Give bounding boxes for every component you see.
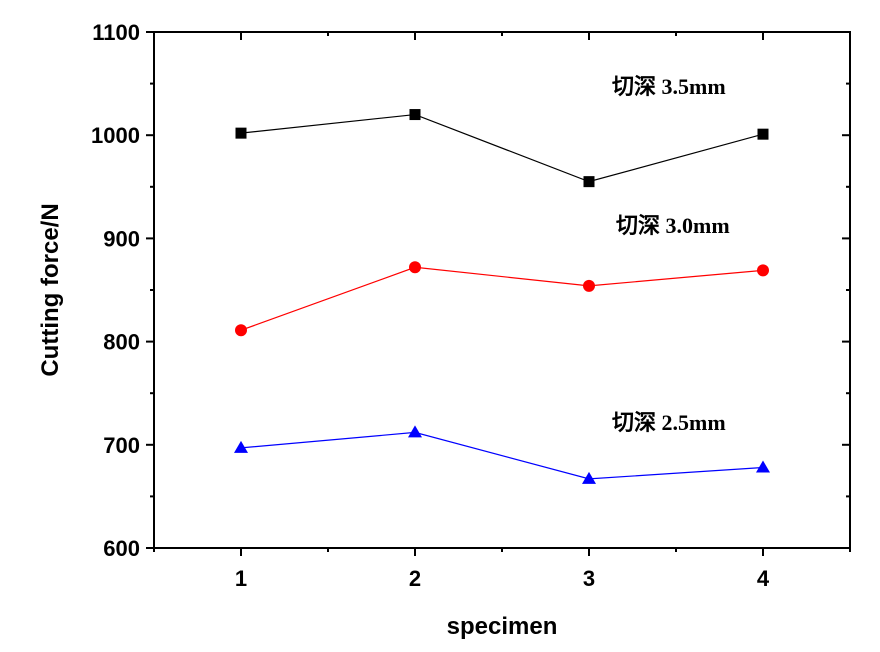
data-point xyxy=(234,440,248,453)
data-point xyxy=(409,261,421,274)
data-point xyxy=(582,471,596,484)
data-point xyxy=(408,425,422,438)
data-point xyxy=(583,176,595,188)
x-tick-label: 4 xyxy=(757,566,770,591)
series-2 xyxy=(234,425,770,484)
data-point xyxy=(235,324,247,337)
data-point xyxy=(409,109,421,121)
y-tick-label: 800 xyxy=(103,330,140,355)
y-tick-label: 600 xyxy=(103,536,140,561)
series-line xyxy=(240,113,764,183)
y-tick-label: 900 xyxy=(103,226,140,251)
series-1 xyxy=(235,261,769,337)
x-tick-label: 3 xyxy=(583,566,595,591)
y-tick-label: 700 xyxy=(103,433,140,458)
series-label-3-5mm: 切深 3.5mm xyxy=(612,74,726,99)
series-label-3-0mm: 切深 3.0mm xyxy=(616,213,730,238)
series-layer xyxy=(234,109,770,484)
data-point xyxy=(583,279,595,292)
plot-frame xyxy=(153,31,851,549)
x-axis-title: specimen xyxy=(447,613,558,640)
x-tick-label: 2 xyxy=(409,566,421,591)
data-point xyxy=(756,460,770,473)
x-axis: 1 2 3 4 xyxy=(153,32,851,591)
series-label-2-5mm: 切深 2.5mm xyxy=(612,410,726,435)
y-tick-label: 1000 xyxy=(91,123,140,148)
series-line xyxy=(240,431,764,480)
y-axis: 600 700 800 900 1000 1100 xyxy=(91,20,850,561)
data-point xyxy=(235,127,247,139)
x-tick-label: 1 xyxy=(235,566,247,591)
series-0 xyxy=(235,109,769,188)
plot-area-border xyxy=(153,31,851,549)
y-tick-label: 1100 xyxy=(92,20,140,45)
data-point xyxy=(757,264,769,277)
data-point xyxy=(757,128,769,140)
y-axis-title: Cutting force/N xyxy=(37,203,64,376)
series-line xyxy=(240,266,764,331)
